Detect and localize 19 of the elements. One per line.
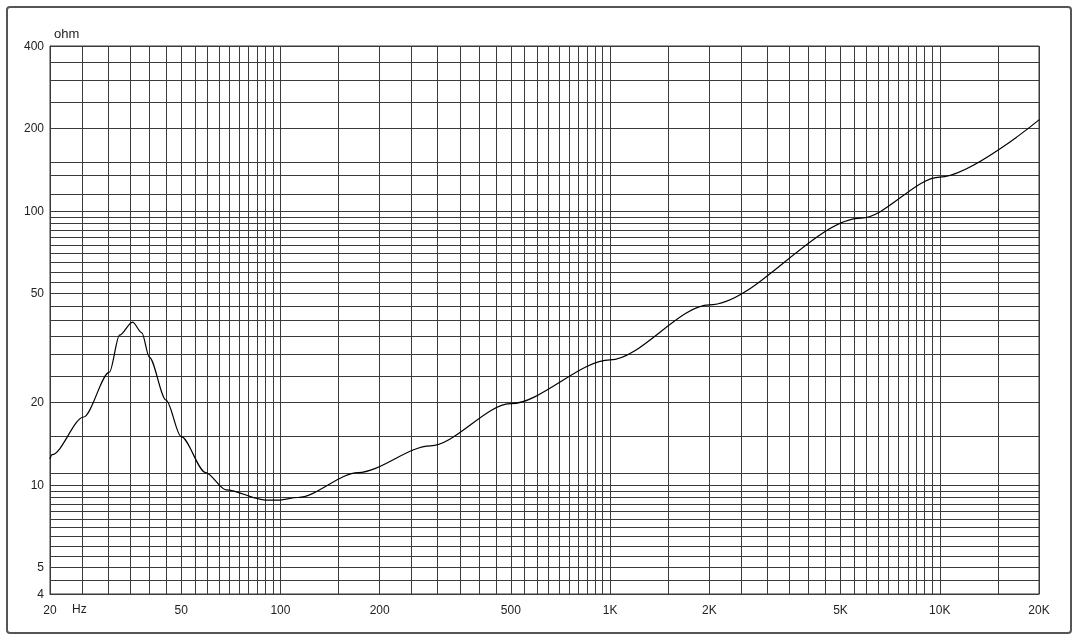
y-tick-label: 20 bbox=[30, 395, 45, 410]
y-axis-title: ohm bbox=[54, 26, 80, 41]
x-tick-label: 5K bbox=[833, 603, 848, 617]
y-tick-label: 100 bbox=[23, 203, 45, 218]
x-tick-label: 200 bbox=[369, 603, 390, 617]
x-axis-title: Hz bbox=[72, 602, 87, 616]
y-tick-label: 200 bbox=[23, 121, 45, 136]
x-tick-label: 100 bbox=[270, 603, 291, 617]
y-tick-label: 50 bbox=[30, 286, 45, 301]
x-tick-label: 50 bbox=[174, 603, 189, 617]
x-tick-label: 10K bbox=[929, 603, 951, 617]
y-tick-label: 10 bbox=[30, 477, 45, 492]
x-tick-label: 1K bbox=[602, 603, 618, 617]
x-tick-label: 500 bbox=[500, 603, 522, 617]
y-tick-label: 4 bbox=[37, 587, 45, 601]
x-tick-label: 2K bbox=[701, 603, 717, 617]
x-tick-label: 20K bbox=[1028, 603, 1050, 617]
y-tick-label: 5 bbox=[37, 560, 45, 575]
y-tick-label: 400 bbox=[23, 39, 45, 53]
